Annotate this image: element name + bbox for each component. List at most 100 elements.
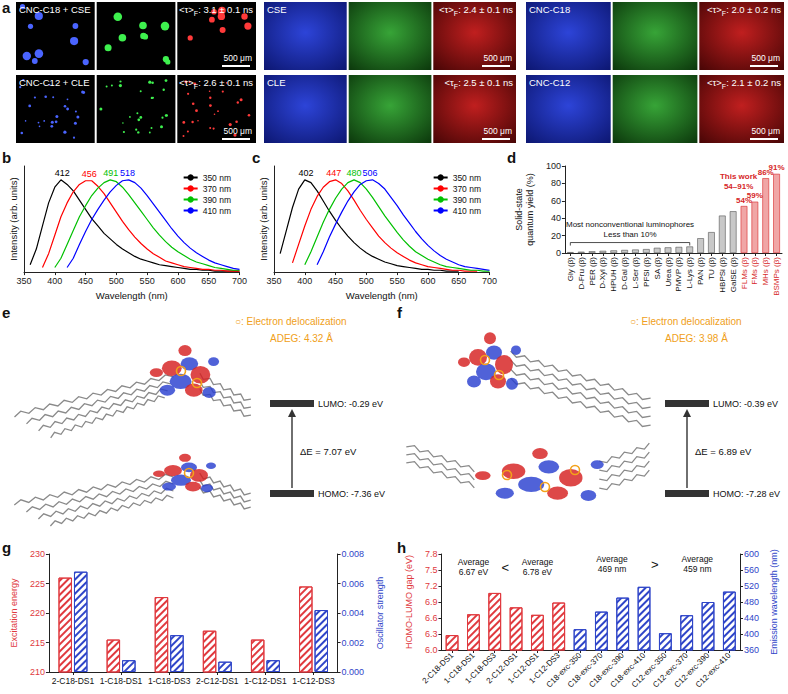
svg-text:○: Electron delocalization: ○: Electron delocalization [630, 316, 742, 327]
svg-text:350 nm: 350 nm [203, 173, 231, 183]
svg-text:390 nm: 390 nm [453, 195, 481, 205]
svg-text:SA (β): SA (β) [653, 257, 662, 280]
svg-text:PER (β): PER (β) [588, 257, 597, 286]
svg-text:This work: This work [720, 172, 758, 181]
svg-text:Intensity (arb. units): Intensity (arb. units) [8, 177, 19, 260]
svg-text:456: 456 [82, 169, 97, 179]
svg-text:7.8: 7.8 [425, 549, 438, 559]
svg-text:210: 210 [30, 667, 45, 677]
svg-text:ADEG: 3.98 Å: ADEG: 3.98 Å [665, 332, 728, 344]
svg-text:FMs (β): FMs (β) [750, 257, 759, 285]
svg-text:400: 400 [744, 629, 759, 639]
svg-text:700: 700 [232, 276, 247, 286]
svg-text:Oscillator strength: Oscillator strength [375, 577, 385, 650]
svg-text:350 nm: 350 nm [453, 173, 481, 183]
svg-text:Gly (β): Gly (β) [566, 257, 575, 281]
svg-text:quantum yield (%): quantum yield (%) [525, 173, 535, 246]
svg-text:Less than 10%: Less than 10% [604, 230, 657, 239]
svg-text:1-C18-DS1: 1-C18-DS1 [100, 676, 143, 686]
svg-text:1-C18-DS3: 1-C18-DS3 [148, 676, 191, 686]
svg-text:Wavelength (nm): Wavelength (nm) [96, 290, 168, 301]
svg-text:459 nm: 459 nm [683, 564, 711, 574]
svg-text:350: 350 [266, 276, 281, 286]
svg-text:0.000: 0.000 [342, 667, 365, 677]
svg-text:360: 360 [744, 645, 759, 655]
svg-text:6.67 eV: 6.67 eV [459, 567, 489, 577]
svg-text:1-C12-DS1: 1-C12-DS1 [244, 676, 287, 686]
svg-text:91%: 91% [769, 163, 785, 172]
svg-text:HPUH (β): HPUH (β) [609, 257, 618, 292]
svg-text:600: 600 [744, 549, 759, 559]
svg-text:500: 500 [109, 276, 124, 286]
svg-text:650: 650 [201, 276, 216, 286]
svg-text:HOMO: -7.36 eV: HOMO: -7.36 eV [318, 489, 385, 499]
svg-text:6.6: 6.6 [425, 613, 438, 623]
svg-text:<: < [502, 560, 510, 575]
svg-text:6.78 eV: 6.78 eV [523, 567, 553, 577]
svg-text:L-Lys (β): L-Lys (β) [685, 257, 694, 289]
svg-text:TU (β): TU (β) [707, 257, 716, 280]
svg-text:480: 480 [744, 597, 759, 607]
svg-text:412: 412 [55, 168, 70, 178]
svg-text:59%: 59% [747, 191, 763, 200]
svg-text:80: 80 [551, 178, 561, 188]
svg-text:600: 600 [170, 276, 185, 286]
svg-text:650: 650 [451, 276, 466, 286]
svg-text:220: 220 [30, 608, 45, 618]
svg-text:0.008: 0.008 [342, 549, 365, 559]
svg-text:HBPSi (β): HBPSi (β) [718, 257, 727, 293]
svg-text:370 nm: 370 nm [453, 184, 481, 194]
svg-text:450: 450 [78, 276, 93, 286]
svg-text:ΔE = 7.07 eV: ΔE = 7.07 eV [300, 446, 357, 457]
svg-text:Excitation energy: Excitation energy [9, 578, 19, 648]
svg-text:560: 560 [744, 565, 759, 575]
svg-text:LUMO: -0.39 eV: LUMO: -0.39 eV [713, 399, 778, 409]
svg-text:402: 402 [299, 168, 314, 178]
svg-text:>: > [651, 557, 659, 572]
svg-text:469 nm: 469 nm [598, 564, 626, 574]
svg-text:D-Xyl (β): D-Xyl (β) [598, 257, 607, 289]
svg-text:L-Ser (β): L-Ser (β) [631, 257, 640, 289]
svg-text:PMVP (β): PMVP (β) [674, 257, 683, 292]
svg-text:6.3: 6.3 [425, 629, 438, 639]
svg-text:225: 225 [30, 579, 45, 589]
svg-text:440: 440 [744, 613, 759, 623]
svg-text:Average: Average [682, 554, 714, 564]
svg-text:350: 350 [16, 276, 31, 286]
svg-text:Emission wavelength (nm): Emission wavelength (nm) [769, 549, 779, 655]
svg-text:○: Electron delocalization: ○: Electron delocalization [235, 316, 347, 327]
svg-text:450: 450 [328, 276, 343, 286]
svg-text:D-Gal (β): D-Gal (β) [620, 257, 629, 290]
svg-text:60: 60 [551, 196, 561, 206]
svg-text:7.5: 7.5 [425, 565, 438, 575]
svg-text:400: 400 [47, 276, 62, 286]
svg-text:230: 230 [30, 549, 45, 559]
svg-text:D-Fru (β): D-Fru (β) [577, 257, 586, 290]
svg-text:410 nm: 410 nm [203, 206, 231, 216]
svg-text:550: 550 [390, 276, 405, 286]
svg-text:6.0: 6.0 [425, 645, 438, 655]
svg-text:FLMs (β): FLMs (β) [740, 257, 749, 289]
svg-text:550: 550 [140, 276, 155, 286]
svg-text:390 nm: 390 nm [203, 195, 231, 205]
svg-text:410 nm: 410 nm [453, 206, 481, 216]
svg-text:LUMO: -0.29 eV: LUMO: -0.29 eV [318, 399, 383, 409]
svg-text:Average: Average [596, 554, 628, 564]
svg-text:PFSI (β): PFSI (β) [642, 257, 651, 287]
svg-text:0.006: 0.006 [342, 579, 365, 589]
svg-text:215: 215 [30, 638, 45, 648]
svg-text:370 nm: 370 nm [203, 184, 231, 194]
svg-text:HOMO: -7.28 eV: HOMO: -7.28 eV [713, 489, 780, 499]
svg-text:400: 400 [297, 276, 312, 286]
svg-text:ΔE = 6.89 eV: ΔE = 6.89 eV [695, 446, 752, 457]
svg-text:491: 491 [103, 168, 118, 178]
svg-text:ADEG: 4.32 Å: ADEG: 4.32 Å [270, 332, 333, 344]
svg-text:MHs (β): MHs (β) [761, 257, 770, 286]
svg-text:0.002: 0.002 [342, 638, 365, 648]
svg-text:518: 518 [120, 168, 135, 178]
svg-text:Solid-state: Solid-state [514, 188, 524, 231]
svg-text:Average: Average [522, 557, 554, 567]
svg-text:54–91%: 54–91% [724, 182, 753, 191]
svg-text:480: 480 [347, 168, 362, 178]
svg-text:0: 0 [556, 248, 561, 258]
